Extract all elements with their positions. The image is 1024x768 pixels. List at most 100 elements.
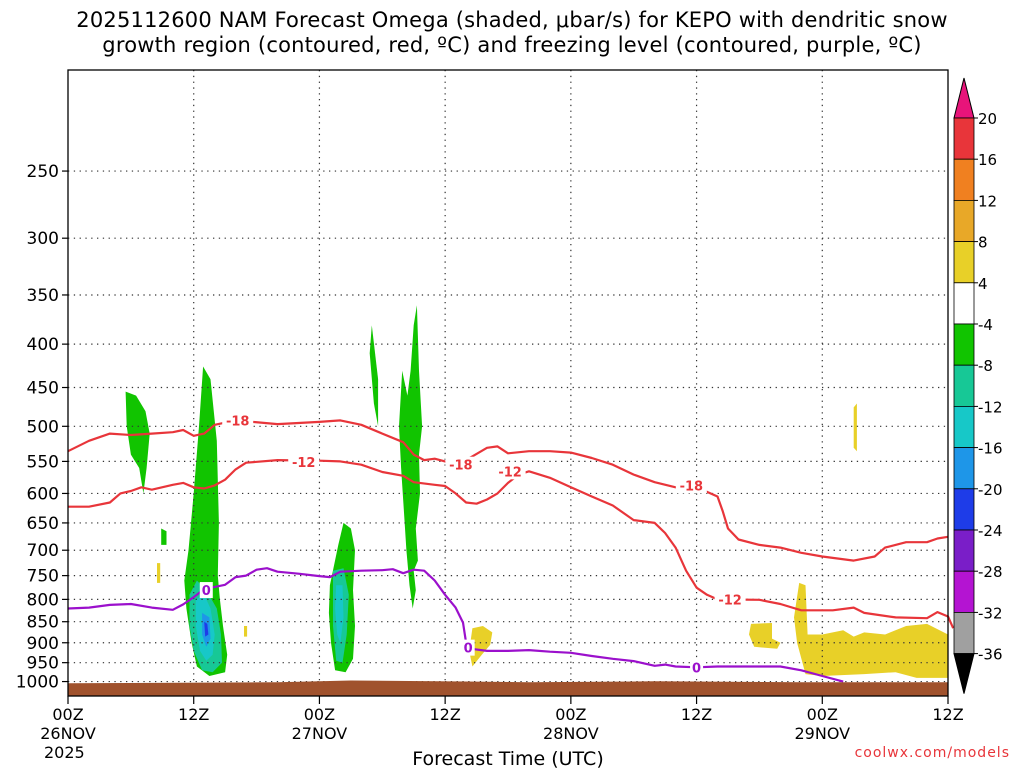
contour-label-3-3: 0 <box>692 661 701 676</box>
colorbar-band-2 <box>953 158 975 201</box>
colorbar-band-1 <box>953 117 975 160</box>
colorbar-band-7 <box>953 364 975 407</box>
colorbar-band-6 <box>953 323 975 366</box>
omega-region-14 <box>244 626 248 637</box>
contour-line-1 <box>67 419 949 562</box>
y-tick-label-550: 550 <box>27 452 59 472</box>
contour-layer: -18 -18 -18 -12 -12 -12 0 0 0 <box>67 412 955 683</box>
colorbar-label-10: -20 <box>978 481 1003 499</box>
y-tick-label-1000: 1000 <box>16 673 59 693</box>
x-tick-label-0-2: 26NOV <box>40 724 96 743</box>
colorbar-label-2: 16 <box>978 151 997 169</box>
colorbar-band-12 <box>953 570 975 613</box>
contour-label-bg-2-1 <box>288 454 320 471</box>
y-tick-label-700: 700 <box>27 541 59 561</box>
colorbar-label-14: -36 <box>978 646 1003 664</box>
x-tick-label-72-2: 29NOV <box>794 724 850 743</box>
x-tick-label-72-1: 00Z <box>807 705 838 724</box>
omega-region-15 <box>469 626 493 667</box>
y-tick-label-400: 400 <box>27 335 59 355</box>
x-tick-label-84-1: 12Z <box>932 705 963 724</box>
colorbar-band-11 <box>953 529 975 572</box>
contour-label-bg-1-2 <box>445 456 477 473</box>
colorbar-band-13 <box>953 612 975 655</box>
contour-label-2-3: -12 <box>718 593 742 608</box>
contour-label-bg-3-1 <box>199 582 213 599</box>
y-tick-label-800: 800 <box>27 590 59 610</box>
contour-line-3 <box>67 567 844 683</box>
y-tick-label-250: 250 <box>27 162 59 182</box>
contour-label-3-2: 0 <box>464 642 473 657</box>
chart-title-line-2: growth region (contoured, red, ºC) and f… <box>102 33 922 57</box>
omega-region-6 <box>161 528 167 545</box>
colorbar-band-5 <box>953 282 975 325</box>
x-tick-label-0-3: 2025 <box>44 743 85 762</box>
omega-region-17 <box>794 582 948 678</box>
omega-region-10 <box>204 621 209 637</box>
y-tick-label-650: 650 <box>27 514 59 534</box>
y-tick-label-350: 350 <box>27 286 59 306</box>
x-tick-label-0-1: 00Z <box>52 705 83 724</box>
contour-label-bg-3-2 <box>461 639 475 656</box>
y-tick-label-950: 950 <box>27 654 59 674</box>
y-tick-label-750: 750 <box>27 567 59 587</box>
colorbar-label-4: 8 <box>978 234 988 252</box>
x-tick-label-48-2: 28NOV <box>543 724 599 743</box>
colorbar: 20 16 12 8 4 -4 -8 -12 -16 -20 -24 -28 -32 -36 <box>953 77 1003 694</box>
contour-label-bg-2-2 <box>494 463 526 480</box>
credit-text: coolwx.com/models <box>854 745 1010 761</box>
contour-label-1-2: -18 <box>449 459 473 474</box>
x-tick-label-12-1: 12Z <box>178 705 209 724</box>
colorbar-bottom-arrow <box>953 653 975 694</box>
x-tick-label-36-1: 12Z <box>429 705 460 724</box>
contour-label-bg-1-3 <box>675 477 707 494</box>
colorbar-label-9: -16 <box>978 440 1003 458</box>
plot-frame <box>67 69 949 697</box>
y-tick-label-500: 500 <box>27 417 59 437</box>
contour-label-2-2: -12 <box>498 465 522 480</box>
x-tick-label-48-1: 00Z <box>555 705 586 724</box>
y-tick-label-300: 300 <box>27 229 59 249</box>
colorbar-top-arrow <box>953 77 975 119</box>
colorbar-label-5: 4 <box>978 275 988 293</box>
colorbar-band-3 <box>953 199 975 242</box>
omega-region-4 <box>369 325 379 427</box>
contour-label-bg-3-3 <box>690 659 704 676</box>
colorbar-label-6: -4 <box>978 316 993 334</box>
y-tick-label-850: 850 <box>27 613 59 633</box>
y-tick-label-600: 600 <box>27 484 59 504</box>
omega-region-18 <box>853 403 857 452</box>
colorbar-band-8 <box>953 405 975 448</box>
chart-title: 2025112600 NAM Forecast Omega (shaded, μ… <box>0 8 1024 58</box>
colorbar-label-3: 12 <box>978 192 997 210</box>
colorbar-band-4 <box>953 241 975 284</box>
contour-label-3-1: 0 <box>202 584 211 599</box>
contour-label-2-1: -12 <box>292 456 316 471</box>
omega-region-5 <box>399 305 423 609</box>
x-tick-label-60-1: 12Z <box>681 705 712 724</box>
ground-layer <box>68 680 948 696</box>
colorbar-label-12: -28 <box>978 563 1003 581</box>
omega-region-1 <box>125 391 150 494</box>
x-tick-label-24-1: 00Z <box>304 705 335 724</box>
x-tick-label-24-2: 27NOV <box>292 724 348 743</box>
colorbar-label-1: 20 <box>978 110 997 128</box>
x-axis-title: Forecast Time (UTC) <box>412 748 603 768</box>
chart-title-line-1: 2025112600 NAM Forecast Omega (shaded, μ… <box>76 8 948 32</box>
omega-region-13 <box>157 563 161 583</box>
y-tick-label-900: 900 <box>27 634 59 654</box>
contour-label-bg-2-3 <box>714 591 746 608</box>
colorbar-label-8: -12 <box>978 398 1003 416</box>
omega-region-16 <box>749 623 781 649</box>
colorbar-band-9 <box>953 447 975 490</box>
colorbar-label-7: -8 <box>978 357 993 375</box>
contour-line-2 <box>68 459 955 629</box>
colorbar-label-11: -24 <box>978 522 1003 540</box>
colorbar-band-10 <box>953 488 975 531</box>
contour-label-1-3: -18 <box>680 479 704 494</box>
contour-label-1-1: -18 <box>226 414 250 429</box>
y-tick-label-450: 450 <box>27 379 59 399</box>
contour-label-bg-1-1 <box>222 412 254 429</box>
